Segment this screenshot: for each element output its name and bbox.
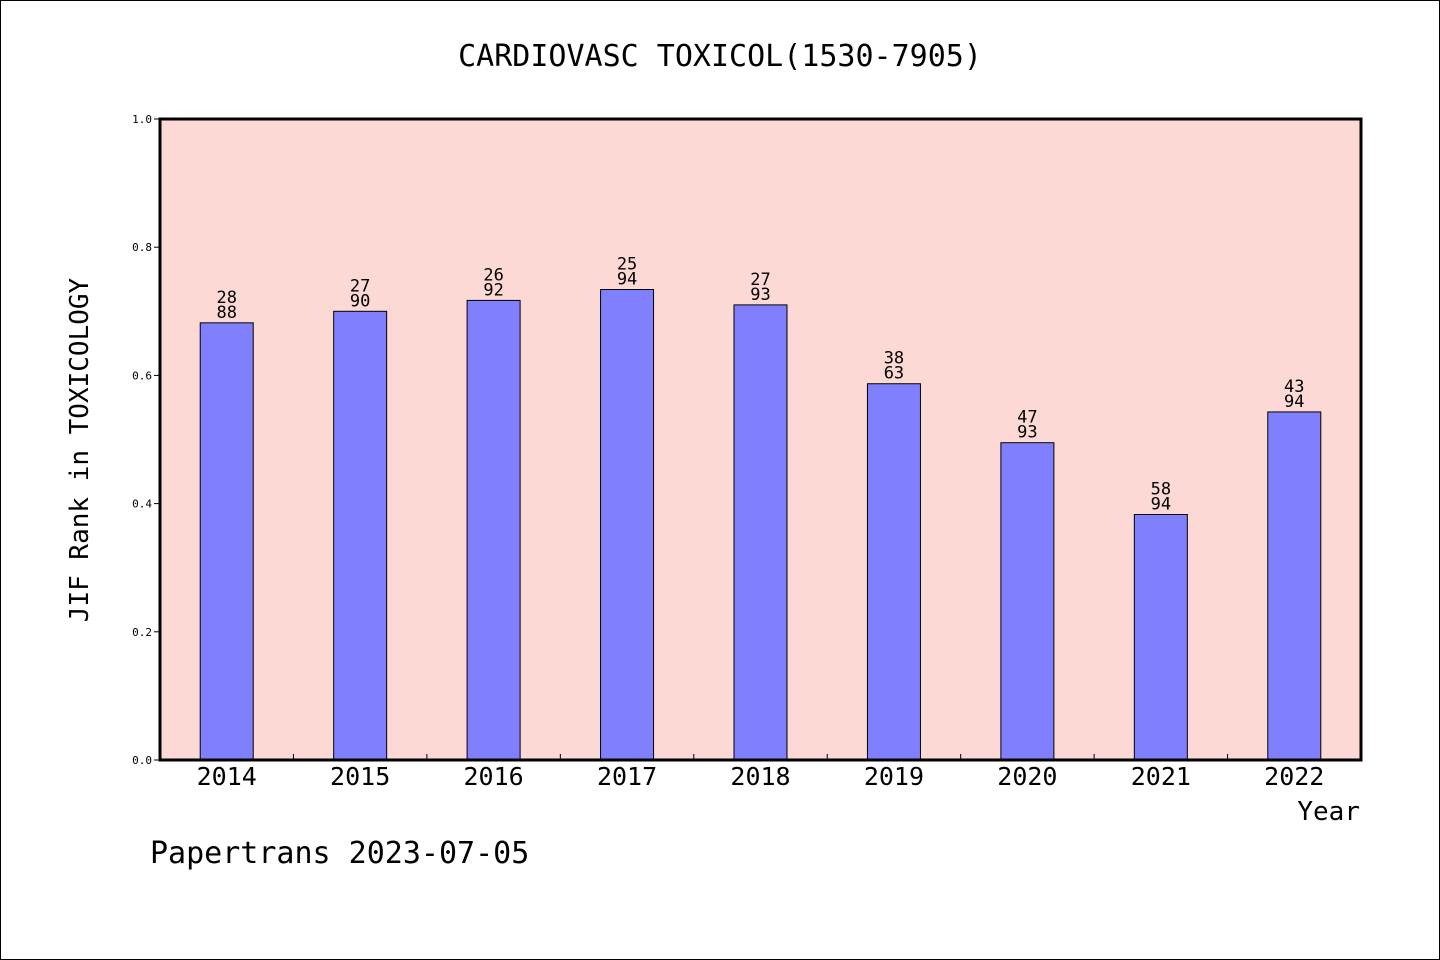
y-tick-label: 0.4 xyxy=(132,498,152,511)
bar-label-total: 93 xyxy=(750,285,770,305)
x-tick-label: 2017 xyxy=(597,762,657,791)
bar-label-total: 94 xyxy=(1151,494,1171,514)
x-tick-label: 2019 xyxy=(864,762,924,791)
bar-label-total: 90 xyxy=(350,291,370,311)
bar-2022 xyxy=(1267,411,1322,761)
y-tick-label: 0.8 xyxy=(132,241,152,254)
bar-label-rank: 43 xyxy=(1284,377,1304,397)
x-tick-label: 2016 xyxy=(464,762,524,791)
bar-label-total: 93 xyxy=(1017,423,1037,443)
bar-2016 xyxy=(466,299,521,761)
bar-2015 xyxy=(333,310,388,761)
bar-label-rank: 25 xyxy=(617,255,637,275)
x-tick-label: 2021 xyxy=(1131,762,1191,791)
y-tick-label: 0.0 xyxy=(132,754,152,767)
bar-2017 xyxy=(600,289,655,761)
x-tick-label: 2022 xyxy=(1264,762,1324,791)
bar-label-rank: 28 xyxy=(216,288,236,308)
y-tick-label: 0.6 xyxy=(132,369,152,382)
chart-title: CARDIOVASC TOXICOL(1530-7905) xyxy=(458,39,982,74)
bar-label-total: 92 xyxy=(483,280,503,300)
bar-2019 xyxy=(866,383,921,761)
footer-credit: Papertrans 2023-07-05 xyxy=(150,836,529,871)
x-tick-label: 2015 xyxy=(330,762,390,791)
bar-label-total: 88 xyxy=(216,303,236,323)
bar-2020 xyxy=(1000,442,1055,761)
x-tick-label: 2014 xyxy=(197,762,257,791)
bar-label-total: 94 xyxy=(617,270,637,290)
x-tick-label: 2020 xyxy=(997,762,1057,791)
y-axis-label: JIF Rank in TOXICOLOGY xyxy=(65,277,95,622)
ticks-layer: 0.0 0.2 0.4 0.6 0.8 1.0 2014 2015 2016 2017 2018 20… xyxy=(132,113,1324,791)
bar-2014 xyxy=(199,322,254,761)
bar-label-rank: 27 xyxy=(750,270,770,290)
x-axis-label: Year xyxy=(1297,797,1360,827)
bar-label-rank: 38 xyxy=(884,349,904,369)
plot-border xyxy=(158,117,1363,762)
bar-label-total: 63 xyxy=(884,364,904,384)
bar-label-rank: 47 xyxy=(1017,408,1037,428)
bar-label-total: 94 xyxy=(1284,392,1304,412)
bar-label-rank: 58 xyxy=(1151,479,1171,499)
bar-label-rank: 26 xyxy=(483,265,503,285)
bar-2021 xyxy=(1133,513,1188,761)
bar-2018 xyxy=(733,304,788,761)
y-tick-label: 0.2 xyxy=(132,626,152,639)
bar-label-rank: 27 xyxy=(350,276,370,296)
y-tick-label: 1.0 xyxy=(132,113,152,126)
x-tick-label: 2018 xyxy=(730,762,790,791)
